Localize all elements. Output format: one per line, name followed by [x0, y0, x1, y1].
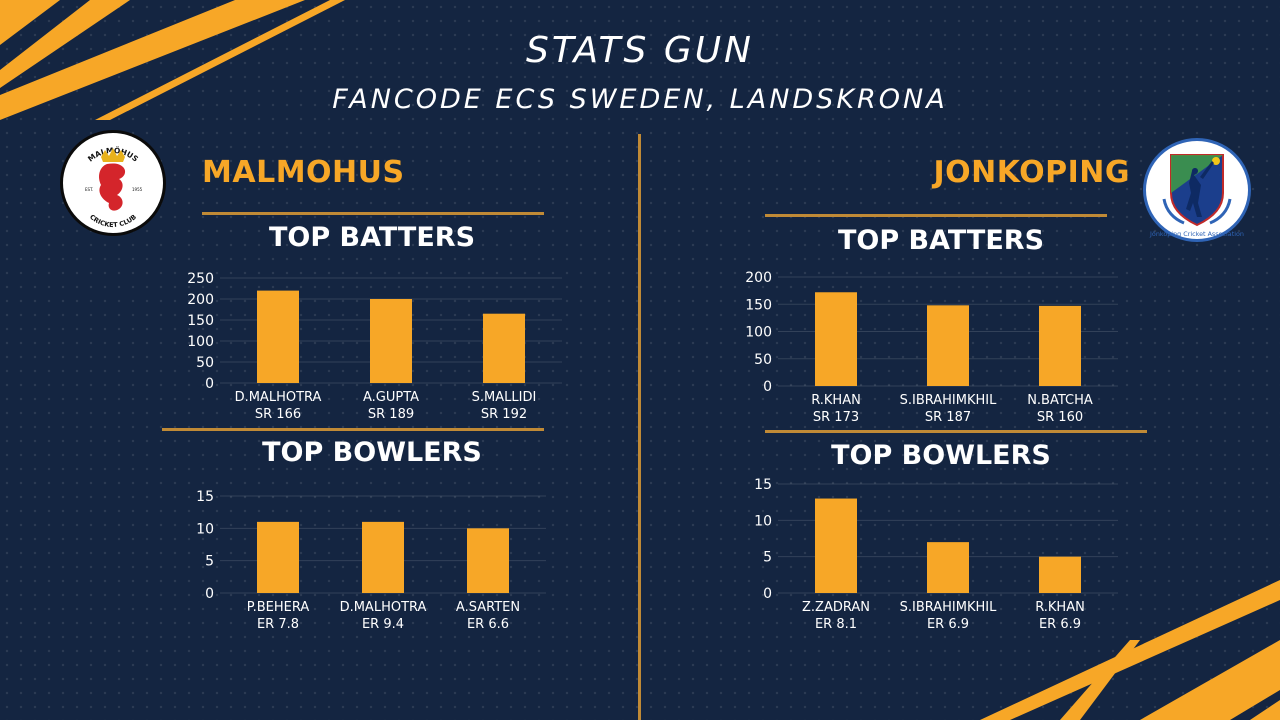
bar: [370, 299, 412, 383]
bottom-right-stripe-4: [1250, 700, 1280, 720]
page-subtitle: FANCODE ECS SWEDEN, LANDSKRONA: [332, 84, 948, 115]
y-tick-label: 0: [763, 586, 772, 602]
category-sublabel: ER 6.9: [1039, 617, 1081, 632]
y-tick-label: 200: [745, 270, 772, 286]
y-tick-label: 150: [187, 313, 214, 329]
logo-bottom-text: CRICKET CLUB: [88, 213, 138, 229]
category-label: N.BATCHA: [1027, 393, 1093, 408]
y-tick-label: 250: [187, 271, 214, 287]
category-sublabel: SR 187: [925, 410, 971, 425]
right-rule-middle: [765, 430, 1147, 433]
y-tick-label: 150: [745, 297, 772, 313]
left-top-batters-title: TOP BATTERS: [268, 222, 476, 253]
bar: [467, 528, 509, 593]
category-label: D.MALHOTRA: [340, 600, 427, 615]
bar: [257, 521, 299, 593]
bottom-right-stripe-2: [1140, 640, 1280, 720]
y-tick-label: 5: [763, 550, 772, 566]
category-label: S.IBRAHIMKHIL: [900, 393, 997, 408]
category-sublabel: ER 8.1: [815, 617, 857, 632]
y-tick-label: 10: [754, 513, 772, 529]
y-tick-label: 10: [196, 521, 214, 537]
category-sublabel: SR 166: [255, 407, 301, 422]
laurel-left-icon: [1162, 198, 1185, 225]
left-top-bowlers-title: TOP BOWLERS: [262, 437, 482, 468]
y-tick-label: 200: [187, 292, 214, 308]
team-name-malmohus: MALMOHUS: [202, 155, 405, 190]
team-name-jonkoping: JONKOPING: [933, 155, 1130, 190]
category-sublabel: SR 173: [813, 410, 859, 425]
y-tick-label: 15: [754, 477, 772, 493]
jonkoping-logo: Jönköping Cricket Association: [1143, 138, 1251, 242]
bar: [483, 313, 525, 383]
right-rule-top: [765, 214, 1107, 217]
chart-jonkoping-batters: 0 50 100 150 200 R.KHAN SR 173 S.IBRAHIMKHIL SR …: [745, 270, 1118, 425]
category-label: S.MALLIDI: [472, 390, 537, 405]
bar: [927, 542, 969, 593]
y-tick-label: 0: [763, 379, 772, 395]
left-rule-middle: [162, 428, 544, 431]
chart-jonkoping-bowlers: 0 5 10 15 Z.ZADRAN ER 8.1 S.IBRAHIMKHIL ER 6.9 R…: [754, 477, 1118, 632]
category-label: A.SARTEN: [456, 600, 520, 615]
category-sublabel: ER 6.6: [467, 617, 509, 632]
y-tick-label: 100: [187, 334, 214, 350]
left-rule-top: [202, 212, 544, 215]
category-label: D.MALHOTRA: [235, 390, 322, 405]
category-sublabel: ER 7.8: [257, 617, 299, 632]
chart-malmohus-bowlers: 0 5 10 15 P.BEHERA ER 7.8 D.MALHOTRA ER 9.4 A.SA…: [196, 489, 546, 632]
category-sublabel: SR 160: [1037, 410, 1083, 425]
chart-malmohus-batters: 0 50 100 150 200 250 D.MALHOTRA SR 166 A.GUPTA SR…: [187, 271, 562, 422]
category-sublabel: SR 192: [481, 407, 527, 422]
top-left-stripe-1: [0, 0, 60, 45]
category-label: A.GUPTA: [363, 390, 419, 405]
bar: [815, 498, 857, 593]
logo-year-text: 1955: [132, 187, 143, 192]
page-title: STATS GUN: [525, 30, 754, 71]
y-tick-label: 5: [205, 554, 214, 570]
category-label: Z.ZADRAN: [802, 600, 870, 615]
malmohus-logo: MALMÖHUS CRICKET CLUB EST. 1955: [60, 130, 166, 236]
bar: [815, 292, 857, 386]
center-divider: [638, 134, 641, 720]
top-left-stripe-4: [95, 0, 345, 120]
griffin-icon: [99, 163, 126, 211]
category-label: P.BEHERA: [247, 600, 310, 615]
top-left-stripe-2: [0, 0, 305, 120]
laurel-right-icon: [1209, 198, 1232, 225]
right-top-batters-title: TOP BATTERS: [837, 225, 1045, 256]
batsman-icon: [1186, 161, 1214, 217]
logo-est-text: EST.: [85, 187, 93, 192]
right-top-bowlers-title: TOP BOWLERS: [831, 440, 1051, 471]
y-tick-label: 100: [745, 325, 772, 341]
y-tick-label: 0: [205, 586, 214, 602]
category-sublabel: SR 189: [368, 407, 414, 422]
bar: [1039, 556, 1081, 593]
top-left-stripe-3: [0, 0, 130, 88]
bar: [362, 521, 404, 593]
bottom-right-stripe-3: [1060, 640, 1140, 720]
category-sublabel: ER 9.4: [362, 617, 404, 632]
svg-text:CRICKET CLUB: CRICKET CLUB: [88, 213, 138, 229]
category-label: R.KHAN: [811, 393, 861, 408]
category-label: R.KHAN: [1035, 600, 1085, 615]
crown-icon: [101, 148, 125, 162]
category-label: S.IBRAHIMKHIL: [900, 600, 997, 615]
category-sublabel: ER 6.9: [927, 617, 969, 632]
y-tick-label: 50: [196, 355, 214, 371]
y-tick-label: 50: [754, 352, 772, 368]
bar: [257, 290, 299, 383]
y-tick-label: 15: [196, 489, 214, 505]
bar: [1039, 305, 1081, 386]
bar: [927, 305, 969, 386]
y-tick-label: 0: [205, 376, 214, 392]
logo-caption: Jönköping Cricket Association: [1149, 230, 1244, 238]
